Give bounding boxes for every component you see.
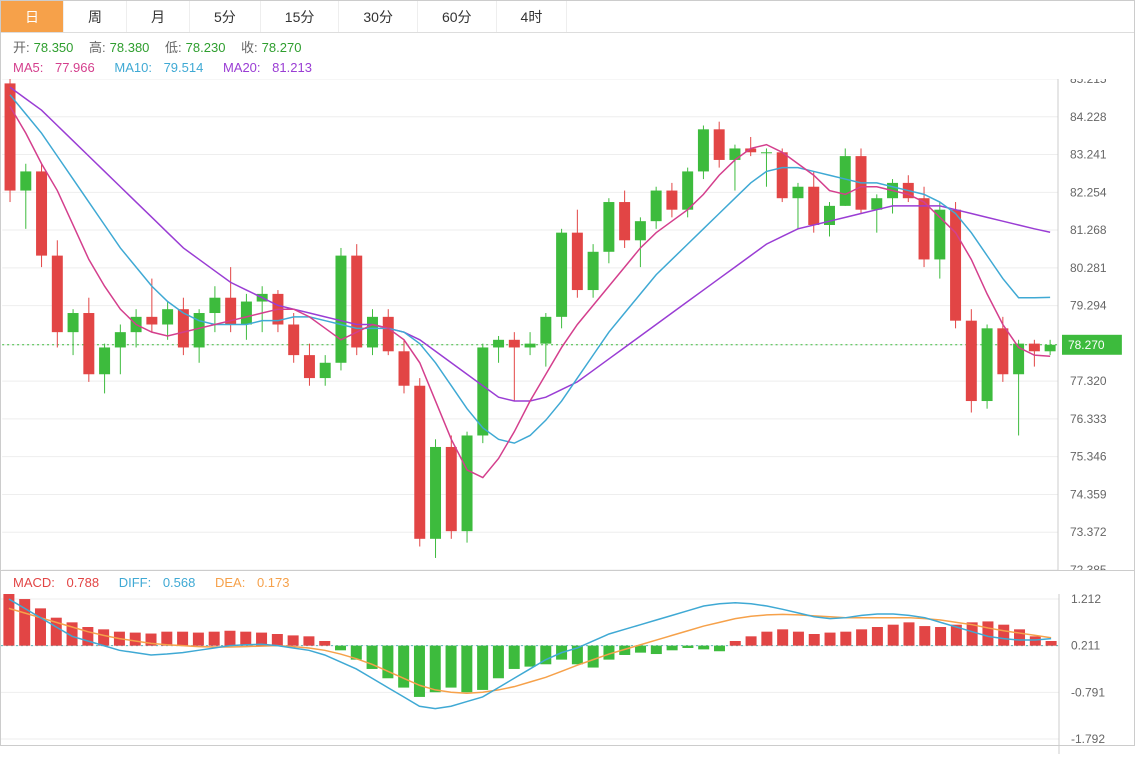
tab-60分[interactable]: 60分 — [418, 1, 497, 32]
macd-chart[interactable]: 1.212 0.211 -0.791 -1.792 — [1, 594, 1134, 754]
dea-label: DEA: 0.173 — [215, 575, 298, 590]
tab-30分[interactable]: 30分 — [339, 1, 418, 32]
macd-label: MACD: 0.788 — [13, 575, 107, 590]
svg-text:77.320: 77.320 — [1070, 374, 1107, 388]
macd-svg: 1.212 0.211 -0.791 -1.792 — [1, 594, 1134, 754]
svg-text:83.241: 83.241 — [1070, 148, 1107, 162]
low-label: 低: — [165, 40, 182, 55]
tab-5分[interactable]: 5分 — [190, 1, 261, 32]
open-value: 78.350 — [34, 40, 74, 55]
tab-周[interactable]: 周 — [64, 1, 127, 32]
high-label: 高: — [89, 40, 106, 55]
ma20-label: MA20: 81.213 — [223, 60, 320, 75]
svg-text:74.359: 74.359 — [1070, 487, 1107, 501]
svg-text:84.228: 84.228 — [1070, 110, 1107, 124]
chart-container: 日周月5分15分30分60分4时 开: 78.350 高: 78.380 低: 78.… — [0, 0, 1135, 746]
svg-text:76.333: 76.333 — [1070, 412, 1107, 426]
price-chart[interactable]: 85.215 84.228 83.241 82.254 81.268 80.281 79.2… — [1, 79, 1134, 571]
svg-text:72.385: 72.385 — [1070, 563, 1107, 570]
timeframe-tabs: 日周月5分15分30分60分4时 — [1, 1, 1134, 33]
close-label: 收: — [241, 40, 258, 55]
svg-text:82.254: 82.254 — [1070, 185, 1107, 199]
svg-text:81.268: 81.268 — [1070, 223, 1107, 237]
ohlc-row: 开: 78.350 高: 78.380 低: 78.230 收: 78.270 — [1, 33, 1134, 60]
tab-月[interactable]: 月 — [127, 1, 190, 32]
svg-text:79.294: 79.294 — [1070, 299, 1107, 313]
diff-label: DIFF: 0.568 — [119, 575, 204, 590]
close-value: 78.270 — [262, 40, 302, 55]
svg-text:75.346: 75.346 — [1070, 450, 1107, 464]
svg-text:-1.792: -1.792 — [1071, 732, 1105, 746]
ma5-label: MA5: 77.966 — [13, 60, 103, 75]
ma10-label: MA10: 79.514 — [114, 60, 211, 75]
svg-text:-0.791: -0.791 — [1071, 685, 1105, 699]
tab-15分[interactable]: 15分 — [261, 1, 340, 32]
svg-text:78.270: 78.270 — [1068, 338, 1105, 352]
ma-row: MA5: 77.966 MA10: 79.514 MA20: 81.213 — [1, 60, 1134, 79]
open-label: 开: — [13, 40, 30, 55]
tab-日[interactable]: 日 — [1, 1, 64, 32]
tab-4时[interactable]: 4时 — [497, 1, 568, 32]
svg-text:73.372: 73.372 — [1070, 525, 1107, 539]
macd-header: MACD: 0.788 DIFF: 0.568 DEA: 0.173 — [1, 571, 1134, 594]
svg-text:0.211: 0.211 — [1071, 639, 1100, 653]
high-value: 78.380 — [110, 40, 150, 55]
svg-text:85.215: 85.215 — [1070, 79, 1107, 86]
svg-text:80.281: 80.281 — [1070, 261, 1107, 275]
price-svg: 85.215 84.228 83.241 82.254 81.268 80.281 79.2… — [1, 79, 1134, 570]
svg-text:1.212: 1.212 — [1071, 594, 1101, 606]
low-value: 78.230 — [186, 40, 226, 55]
